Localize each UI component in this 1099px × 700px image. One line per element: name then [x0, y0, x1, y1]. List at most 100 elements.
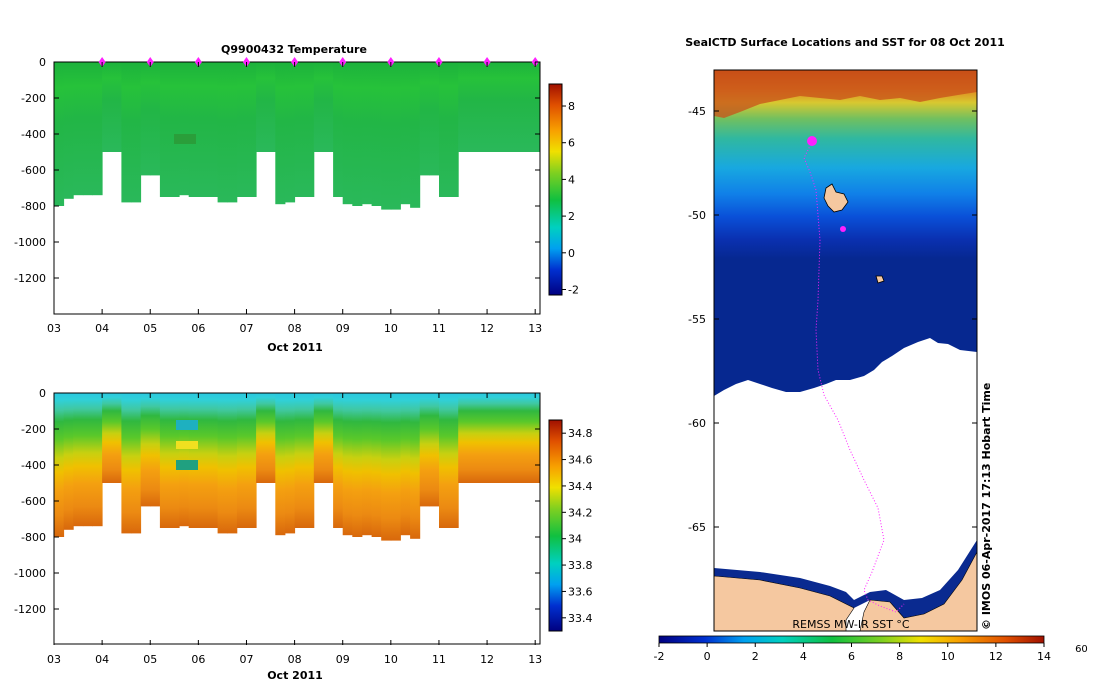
salinity-colorbar-ticks: 33.433.633.83434.234.434.634.8 [562, 427, 593, 625]
x-tick-label: 05 [143, 322, 157, 335]
profile-column [477, 62, 487, 152]
salinity-profiles [54, 393, 541, 541]
sst-colorbar-tick-label: 14 [1037, 650, 1051, 663]
profile-column [516, 393, 526, 483]
profile-column [150, 62, 160, 175]
profile-column [362, 62, 372, 204]
latitude-tick-label: -45 [688, 105, 706, 118]
temperature-colorbar-tick-label: 0 [568, 247, 575, 260]
profile-column [333, 62, 343, 197]
profile-column [343, 393, 353, 535]
profile-column [449, 62, 459, 197]
profile-column [189, 62, 199, 197]
profile-column [526, 62, 536, 152]
profile-column [487, 62, 497, 152]
profile-column [170, 62, 180, 197]
profile-column [227, 62, 237, 202]
seal-surface-location [840, 226, 846, 232]
x-tick-label: 11 [432, 322, 446, 335]
profile-column [324, 393, 334, 483]
profile-column [198, 393, 208, 528]
profile-column [381, 62, 391, 210]
profile-column [352, 393, 362, 537]
profile-column [179, 62, 189, 195]
y-tick-label: -1000 [14, 236, 46, 249]
profile-column [401, 62, 411, 204]
profile-column [439, 62, 449, 197]
profile-column [439, 393, 449, 528]
sst-colorbar-tick-label: -2 [654, 650, 665, 663]
profile-column [160, 62, 170, 197]
salinity-colorbar-tick-label: 34.6 [568, 454, 593, 467]
salinity-panel: 0 -200 -400 -600 -800 -1000 -1200 03 04 05 06 07 08… [14, 387, 592, 682]
profile-column [218, 62, 228, 202]
profile-column [247, 393, 257, 528]
y-tick-label: -400 [21, 459, 46, 472]
profile-column [468, 62, 478, 152]
sst-colorbar-ticks: -2024681012146065707580 [654, 643, 1099, 663]
x-tick-label: 08 [288, 322, 302, 335]
profile-column [64, 62, 74, 199]
y-tick-label: -800 [21, 200, 46, 213]
profile-column [410, 393, 420, 539]
profile-column [266, 62, 276, 152]
sst-colorbar-tick-label: 8 [896, 650, 903, 663]
temperature-panel: Q9900432 Temperature 0 -200 -400 -600 -800 -1… [14, 43, 579, 354]
x-tick-label: 06 [191, 653, 205, 666]
profile-column [477, 393, 487, 483]
profile-column [208, 393, 218, 528]
x-tick-label: 07 [239, 653, 253, 666]
temperature-colorbar-tick-label: 4 [568, 173, 575, 186]
y-tick-label: -1200 [14, 603, 46, 616]
latitude-tick-label: -60 [688, 417, 706, 430]
profile-column [275, 62, 285, 204]
profile-column [256, 393, 266, 483]
temperature-profiles [54, 62, 541, 210]
profile-column [381, 393, 391, 541]
salinity-colorbar-tick-label: 33.4 [568, 612, 593, 625]
x-tick-label: 11 [432, 653, 446, 666]
sst-colorbar-tick-label: 4 [800, 650, 807, 663]
profile-column [208, 62, 218, 197]
latitude-tick-label: -55 [688, 313, 706, 326]
profile-column [237, 393, 247, 528]
profile-column [468, 393, 478, 483]
profile-column [112, 62, 122, 152]
sst-colorbar [659, 636, 1044, 643]
profile-column [73, 393, 83, 526]
x-tick-label: 08 [288, 653, 302, 666]
profile-column [179, 393, 189, 526]
profile-column [304, 393, 314, 528]
temperature-colorbar-tick-label: 8 [568, 100, 575, 113]
profile-column [266, 393, 276, 483]
profile-column [497, 393, 507, 483]
profile-column [160, 393, 170, 528]
x-tick-label: 03 [47, 322, 61, 335]
profile-column [314, 393, 324, 483]
profile-column [83, 393, 93, 526]
profile-column [506, 62, 516, 152]
profile-column [304, 62, 314, 197]
temperature-colorbar-tick-label: 2 [568, 210, 575, 223]
profile-column [429, 393, 439, 506]
temperature-colorbar-tick-label: 6 [568, 137, 575, 150]
profile-column [372, 393, 382, 537]
temperature-colorbar-ticks: -2 0 2 4 6 8 [562, 100, 579, 296]
x-tick-label: 13 [528, 653, 542, 666]
y-tick-label: -800 [21, 531, 46, 544]
salinity-colorbar-tick-label: 33.8 [568, 559, 593, 572]
profile-column [401, 393, 411, 535]
y-tick-label: 0 [39, 387, 46, 400]
x-tick-label: 13 [528, 322, 542, 335]
profile-column [333, 393, 343, 528]
latitude-tick-label: -50 [688, 209, 706, 222]
x-tick-label: 05 [143, 653, 157, 666]
profile-column [429, 62, 439, 175]
y-tick-label: -1200 [14, 272, 46, 285]
imos-copyright: © IMOS 06-Apr-2017 17:13 Hobart Time [980, 383, 993, 630]
x-tick-label: 07 [239, 322, 253, 335]
profile-column [362, 393, 372, 535]
profile-column [506, 393, 516, 483]
y-tick-label: -200 [21, 423, 46, 436]
temperature-colorbar-tick-label: -2 [568, 283, 579, 296]
